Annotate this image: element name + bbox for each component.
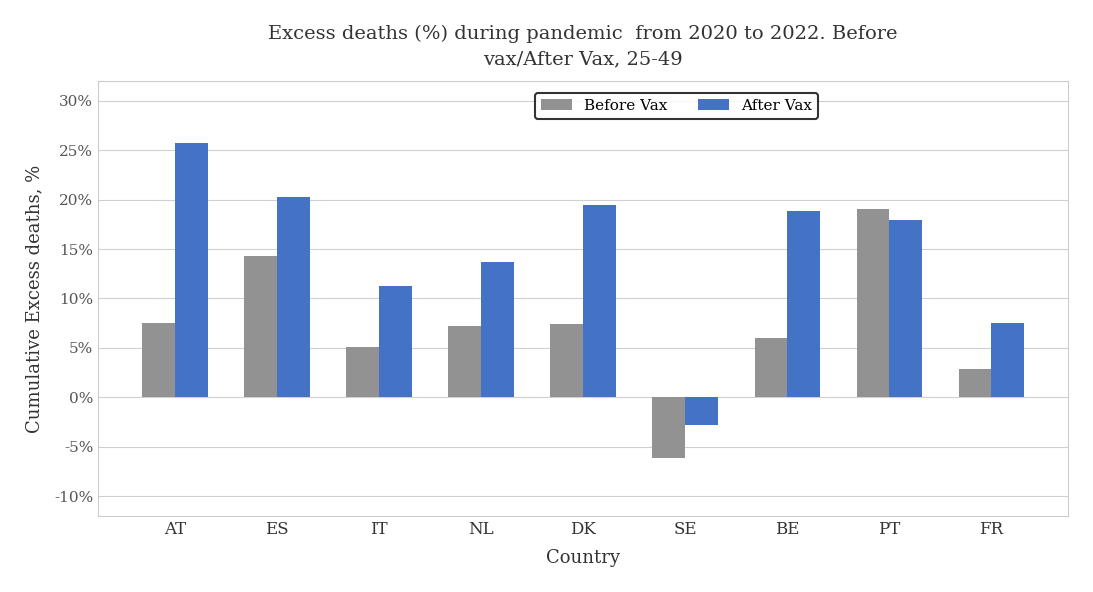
Bar: [991, 323, 1024, 397]
Bar: [448, 326, 481, 397]
Bar: [245, 256, 277, 397]
Bar: [142, 323, 175, 397]
Bar: [685, 397, 718, 425]
Bar: [379, 285, 412, 397]
Bar: [175, 143, 208, 397]
Bar: [959, 369, 991, 397]
Legend: Before Vax, After Vax: Before Vax, After Vax: [536, 93, 818, 119]
X-axis label: Country: Country: [546, 549, 620, 567]
Title: Excess deaths (%) during pandemic  from 2020 to 2022. Before
vax/After Vax, 25-4: Excess deaths (%) during pandemic from 2…: [269, 25, 897, 68]
Bar: [787, 211, 820, 397]
Bar: [857, 210, 890, 397]
Y-axis label: Cumulative Excess deaths, %: Cumulative Excess deaths, %: [25, 165, 43, 433]
Bar: [754, 338, 787, 397]
Bar: [481, 262, 514, 397]
Bar: [583, 204, 615, 397]
Bar: [277, 197, 309, 397]
Bar: [890, 220, 921, 397]
Bar: [653, 397, 685, 458]
Bar: [346, 347, 379, 397]
Bar: [551, 324, 583, 397]
